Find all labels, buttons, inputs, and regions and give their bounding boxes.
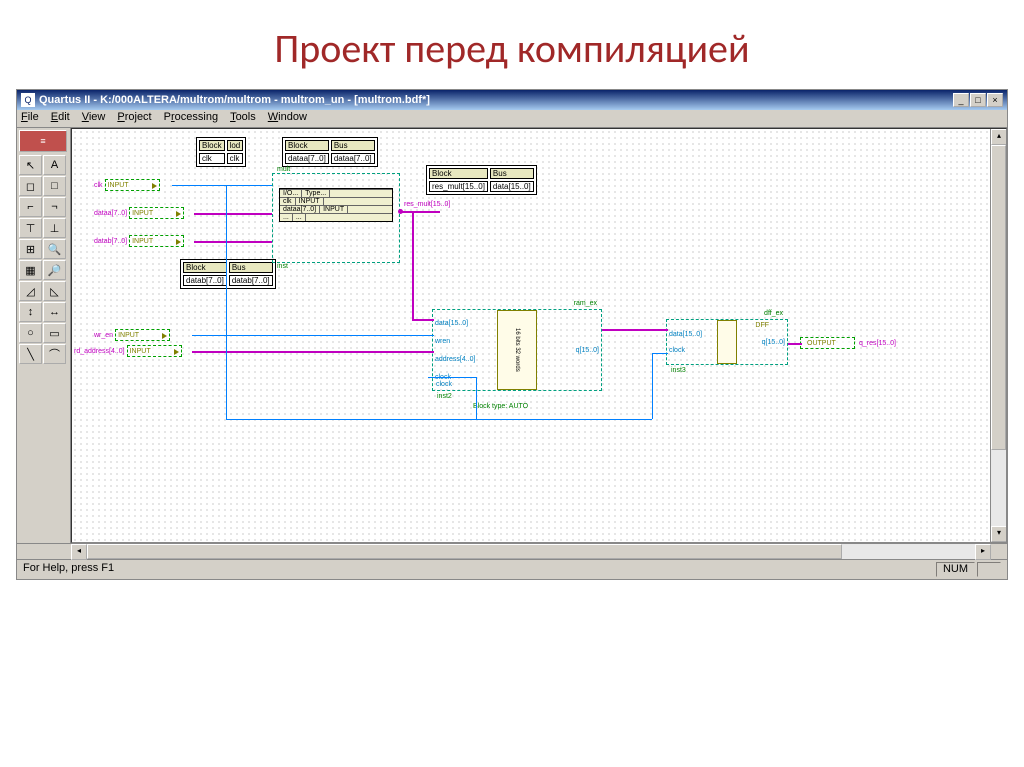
menu-window[interactable]: Window <box>268 111 307 126</box>
wire-dataa <box>194 213 272 215</box>
window-title: Quartus II - K:/000ALTERA/multrom/multro… <box>39 94 953 106</box>
tool-palette: ≡ ↖A◻□⌐¬⊤⊥⊞🔍▦🔎◿◺↕↔○▭╲⌒ <box>17 128 71 543</box>
wire-dff-to-out <box>788 343 802 345</box>
menu-file[interactable]: File <box>21 111 39 126</box>
scroll-down-button[interactable]: ▾ <box>991 526 1007 542</box>
wire-clk <box>172 185 272 186</box>
wire-resmult-h1 <box>400 211 440 213</box>
horizontal-scrollbar[interactable]: ◂ ▸ <box>17 543 1007 559</box>
v-scroll-thumb[interactable] <box>991 145 1006 450</box>
wire-clk-to-dff <box>652 353 668 354</box>
tool-btn-4-1[interactable]: 🔍 <box>43 239 66 259</box>
minimize-button[interactable]: _ <box>953 93 969 107</box>
wire-ram-to-dff <box>602 329 668 331</box>
app-icon: Q <box>21 93 35 107</box>
tool-btn-1-0[interactable]: ◻ <box>19 176 42 196</box>
maximize-button[interactable]: □ <box>970 93 986 107</box>
wire-clk-h-bottom <box>226 419 476 420</box>
menu-processing[interactable]: Processing <box>164 111 218 126</box>
tool-btn-8-1[interactable]: ▭ <box>43 323 66 343</box>
wire-label-resmult: res_mult[15..0] <box>404 201 450 208</box>
window-buttons: _ □ × <box>953 93 1003 107</box>
wire-datab <box>194 241 272 243</box>
tool-btn-9-0[interactable]: ╲ <box>19 344 42 364</box>
status-num: NUM <box>936 562 975 577</box>
tool-btn-2-1[interactable]: ¬ <box>43 197 66 217</box>
menu-tools[interactable]: Tools <box>230 111 256 126</box>
wire-clk-v <box>226 185 227 419</box>
tool-device-button[interactable]: ≡ <box>19 130 67 152</box>
wire-resmult-h2 <box>412 319 434 321</box>
module-mult: mult I/O...Type... clkINPUT dataa[7..0]I… <box>272 173 400 263</box>
table-dataa-map: BlockBus dataa[7..0]dataa[7..0] <box>282 137 378 167</box>
component-ram: ram_ex data[15..0] wren address[4..0] cl… <box>432 309 602 391</box>
table-resmult-map: BlockBus res_mult[15..0]data[15..0] <box>426 165 537 195</box>
tool-btn-8-0[interactable]: ○ <box>19 323 42 343</box>
tool-btn-3-1[interactable]: ⊥ <box>43 218 66 238</box>
status-blank <box>977 562 1001 577</box>
tool-btn-0-0[interactable]: ↖ <box>19 155 42 175</box>
h-scroll-thumb[interactable] <box>87 544 842 559</box>
component-dff: dff_ex DFF data[15..0] clock q[15..0] in… <box>666 319 788 365</box>
workspace: ≡ ↖A◻□⌐¬⊤⊥⊞🔍▦🔎◿◺↕↔○▭╲⌒ Blocklod clkclk B… <box>17 128 1007 543</box>
wire-clk-v3 <box>652 353 653 419</box>
ram-blocktype-note: Block type: AUTO <box>473 403 528 410</box>
slide-title: Проект перед компиляцией <box>0 0 1024 89</box>
menu-edit[interactable]: Edit <box>51 111 70 126</box>
tool-btn-5-0[interactable]: ▦ <box>19 260 42 280</box>
application-window: Q Quartus II - K:/000ALTERA/multrom/mult… <box>16 89 1008 580</box>
schematic-canvas[interactable]: Blocklod clkclk BlockBus dataa[7..0]data… <box>71 128 1007 543</box>
tool-btn-2-0[interactable]: ⌐ <box>19 197 42 217</box>
tool-btn-7-0[interactable]: ↕ <box>19 302 42 322</box>
menubar: File Edit View Project Processing Tools … <box>17 110 1007 128</box>
scroll-up-button[interactable]: ▴ <box>991 129 1007 145</box>
tool-btn-5-1[interactable]: 🔎 <box>43 260 66 280</box>
input-pin-datab: datab[7..0] INPUT <box>94 235 184 247</box>
tool-btn-0-1[interactable]: A <box>43 155 66 175</box>
table-datab-map: BlockBus datab[7..0]datab[7..0] <box>180 259 276 289</box>
label-clock: clock <box>436 381 452 388</box>
input-pin-clk: clk INPUT <box>94 179 160 191</box>
wire-clk-to-ram <box>428 377 476 378</box>
wire-resmult-v <box>412 211 414 321</box>
node-resmult <box>398 209 403 214</box>
wire-rdaddress <box>192 351 434 353</box>
table-clk-map: Blocklod clkclk <box>196 137 246 167</box>
tool-btn-7-1[interactable]: ↔ <box>43 302 66 322</box>
scroll-left-button[interactable]: ◂ <box>71 544 87 560</box>
menu-project[interactable]: Project <box>117 111 151 126</box>
status-help-text: For Help, press F1 <box>23 562 114 577</box>
input-pin-rdaddress: rd_address[4..0] INPUT <box>74 345 182 357</box>
tool-btn-6-0[interactable]: ◿ <box>19 281 42 301</box>
tool-btn-1-1[interactable]: □ <box>43 176 66 196</box>
tool-btn-3-0[interactable]: ⊤ <box>19 218 42 238</box>
output-pin-qres: OUTPUT q_res[15..0] <box>800 337 896 349</box>
input-pin-dataa: dataa[7..0] INPUT <box>94 207 184 219</box>
input-pin-wren: wr_en INPUT <box>94 329 170 341</box>
tool-btn-6-1[interactable]: ◺ <box>43 281 66 301</box>
close-button[interactable]: × <box>987 93 1003 107</box>
schematic-content: Blocklod clkclk BlockBus dataa[7..0]data… <box>72 129 1006 542</box>
titlebar: Q Quartus II - K:/000ALTERA/multrom/mult… <box>17 90 1007 110</box>
menu-view[interactable]: View <box>82 111 106 126</box>
wire-wren <box>192 335 434 336</box>
vertical-scrollbar[interactable]: ▴ ▾ <box>990 129 1006 542</box>
tool-btn-9-1[interactable]: ⌒ <box>43 344 66 364</box>
wire-clk-v2 <box>476 377 477 419</box>
scroll-right-button[interactable]: ▸ <box>975 544 991 560</box>
statusbar: For Help, press F1 NUM <box>17 559 1007 579</box>
wire-clk-h2 <box>476 419 652 420</box>
tool-btn-4-0[interactable]: ⊞ <box>19 239 42 259</box>
